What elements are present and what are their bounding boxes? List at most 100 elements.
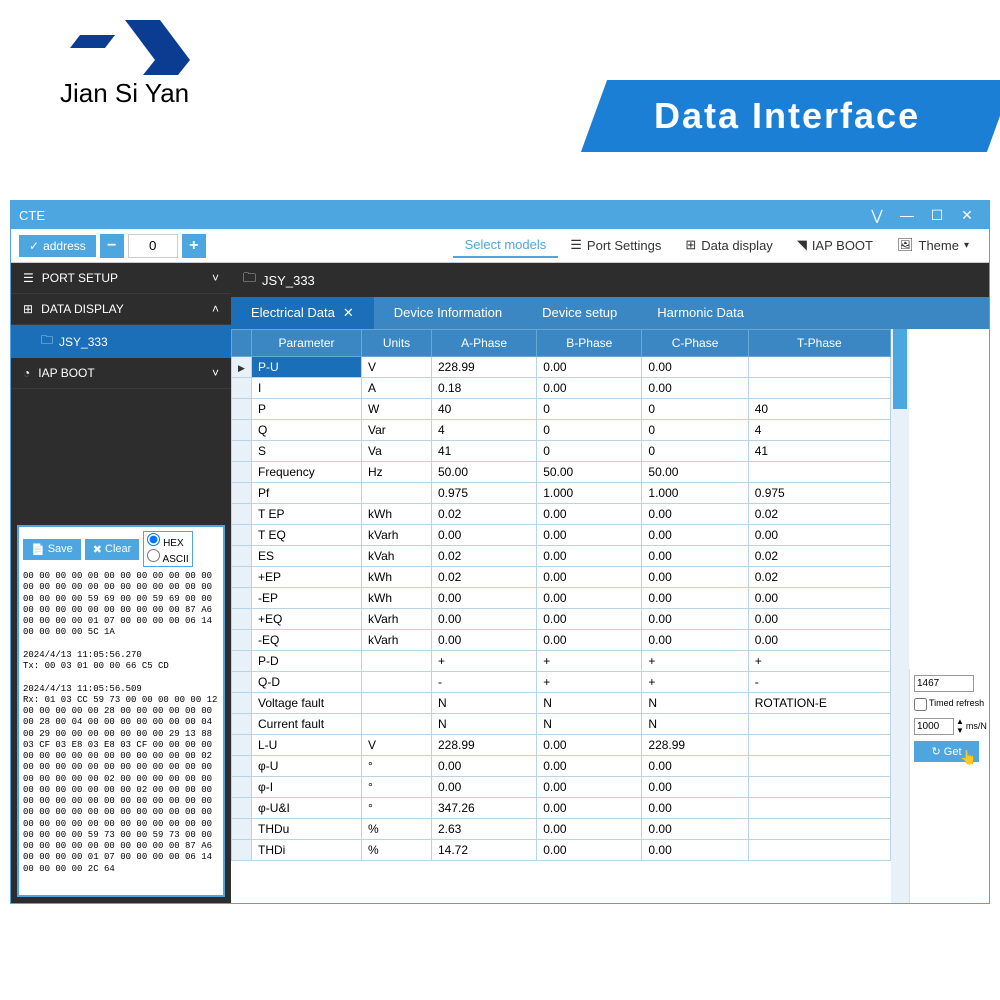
cell-units — [362, 672, 432, 693]
cell-c: 0.00 — [642, 630, 748, 651]
cell-param: φ-I — [252, 777, 362, 798]
cell-param: T EQ — [252, 525, 362, 546]
tab-label: Harmonic Data — [657, 305, 744, 320]
table-row[interactable]: Voltage faultNNNROTATION-E — [232, 693, 891, 714]
maximize-button[interactable]: ☐ — [923, 205, 951, 225]
toolbar-item-0[interactable]: Select models — [453, 233, 559, 258]
table-row[interactable]: φ-U&I°347.260.000.00 — [232, 798, 891, 819]
log-panel: 📄 Save ✖ Clear HEX ASCII 00 00 00 00 00 … — [17, 525, 225, 897]
cell-t — [748, 840, 890, 861]
row-selector — [232, 462, 252, 483]
cell-c: 0.00 — [642, 798, 748, 819]
chevron-down-icon: ▾ — [964, 240, 969, 251]
breadcrumb: 🗀 JSY_333 — [231, 263, 989, 297]
table-header: C-Phase — [642, 330, 748, 357]
table-row[interactable]: SVa410041 — [232, 441, 891, 462]
row-selector — [232, 546, 252, 567]
main-area: ☰PORT SETUP˅⊞DATA DISPLAY˄🗀JSY_333◔IAP B… — [11, 263, 989, 903]
save-button[interactable]: 📄 Save — [23, 539, 81, 560]
counter-input[interactable] — [914, 675, 974, 692]
minimize-button[interactable]: — — [893, 205, 921, 225]
address-button[interactable]: address — [19, 235, 96, 257]
tab-1[interactable]: Device Information — [374, 297, 522, 329]
table-header — [232, 330, 252, 357]
table-row[interactable]: Q-D-++- — [232, 672, 891, 693]
table-row[interactable]: Current faultNNN — [232, 714, 891, 735]
table-row[interactable]: +EQkVarh0.000.000.000.00 — [232, 609, 891, 630]
cell-units: kVarh — [362, 525, 432, 546]
table-row[interactable]: -EQkVarh0.000.000.000.00 — [232, 630, 891, 651]
table-row[interactable]: ESkVah0.020.000.000.02 — [232, 546, 891, 567]
spinner-icon[interactable]: ▲▼ — [956, 717, 964, 735]
vertical-scrollbar[interactable] — [891, 329, 909, 903]
cell-a: 0.00 — [432, 525, 537, 546]
row-selector — [232, 651, 252, 672]
table-row[interactable]: IA0.180.000.00 — [232, 378, 891, 399]
table-row[interactable]: THDi%14.720.000.00 — [232, 840, 891, 861]
table-row[interactable]: +EPkWh0.020.000.000.02 — [232, 567, 891, 588]
cell-param: THDu — [252, 819, 362, 840]
tab-3[interactable]: Harmonic Data — [637, 297, 764, 329]
toolbar-item-2[interactable]: ⊞Data display — [673, 233, 784, 258]
table-row[interactable]: L-UV228.990.00228.99 — [232, 735, 891, 756]
row-selector — [232, 567, 252, 588]
cell-param: Pf — [252, 483, 362, 504]
interval-input[interactable] — [914, 718, 954, 735]
address-input[interactable] — [128, 234, 178, 258]
sidebar-item-0[interactable]: ☰PORT SETUP˅ — [11, 263, 231, 294]
address-plus-button[interactable]: + — [182, 234, 206, 258]
logo-icon — [60, 20, 190, 75]
table-row[interactable]: P-UV228.990.000.00 — [232, 357, 891, 378]
cell-units: Var — [362, 420, 432, 441]
table-row[interactable]: PW400040 — [232, 399, 891, 420]
table-header: Units — [362, 330, 432, 357]
timed-refresh-checkbox[interactable]: Timed refresh — [914, 698, 984, 711]
table-row[interactable]: T EQkVarh0.000.000.000.00 — [232, 525, 891, 546]
table-row[interactable]: THDu%2.630.000.00 — [232, 819, 891, 840]
cell-t — [748, 735, 890, 756]
hex-radio[interactable]: HEX — [147, 533, 188, 549]
cell-b: N — [537, 693, 642, 714]
table-row[interactable]: φ-U°0.000.000.00 — [232, 756, 891, 777]
address-minus-button[interactable]: − — [100, 234, 124, 258]
cell-t: 0.00 — [748, 525, 890, 546]
table-row[interactable]: Pf0.9751.0001.0000.975 — [232, 483, 891, 504]
sidebar-sub-item[interactable]: 🗀JSY_333 — [11, 325, 231, 358]
cell-b: 0.00 — [537, 630, 642, 651]
table-header: B-Phase — [537, 330, 642, 357]
close-button[interactable]: ✕ — [953, 205, 981, 225]
right-panel: Timed refresh ▲▼ ms/N ↻ Get👆 — [909, 669, 989, 903]
table-row[interactable]: QVar4004 — [232, 420, 891, 441]
cell-units: ° — [362, 798, 432, 819]
table-row[interactable]: FrequencyHz50.0050.0050.00 — [232, 462, 891, 483]
tab-0[interactable]: Electrical Data ✕ — [231, 297, 374, 329]
tabs: Electrical Data ✕ Device Information Device… — [231, 297, 989, 329]
get-button[interactable]: ↻ Get👆 — [914, 741, 979, 762]
clear-button[interactable]: ✖ Clear — [85, 539, 140, 560]
cell-b: 0 — [537, 420, 642, 441]
row-selector — [232, 777, 252, 798]
cell-b: 0.00 — [537, 525, 642, 546]
top-banner: Jian Si Yan Data Interface — [0, 0, 1000, 160]
row-selector — [232, 504, 252, 525]
table-row[interactable]: P-D++++ — [232, 651, 891, 672]
tab-close-icon[interactable]: ✕ — [343, 305, 354, 320]
toolbar-item-3[interactable]: ◥IAP BOOT — [785, 233, 885, 258]
tab-label: Device Information — [394, 305, 502, 320]
data-table-scroll[interactable]: ParameterUnitsA-PhaseB-PhaseC-PhaseT-Pha… — [231, 329, 891, 903]
table-row[interactable]: T EPkWh0.020.000.000.02 — [232, 504, 891, 525]
titlebar: CTE ⋁ — ☐ ✕ — [11, 201, 989, 229]
table-row[interactable]: φ-I°0.000.000.00 — [232, 777, 891, 798]
help-button[interactable]: ⋁ — [863, 205, 891, 225]
ascii-radio[interactable]: ASCII — [147, 549, 188, 565]
cell-b: 0 — [537, 399, 642, 420]
toolbar-item-1[interactable]: ☰Port Settings — [558, 233, 673, 258]
tab-2[interactable]: Device setup — [522, 297, 637, 329]
cell-a: 347.26 — [432, 798, 537, 819]
toolbar-item-4[interactable]: 🖼Theme▾ — [885, 233, 981, 258]
sidebar-item-3[interactable]: ◔IAP BOOT˅ — [11, 358, 231, 389]
table-row[interactable]: -EPkWh0.000.000.000.00 — [232, 588, 891, 609]
scroll-thumb[interactable] — [893, 329, 907, 409]
tab-label: Electrical Data — [251, 305, 335, 320]
sidebar-item-1[interactable]: ⊞DATA DISPLAY˄ — [11, 294, 231, 325]
